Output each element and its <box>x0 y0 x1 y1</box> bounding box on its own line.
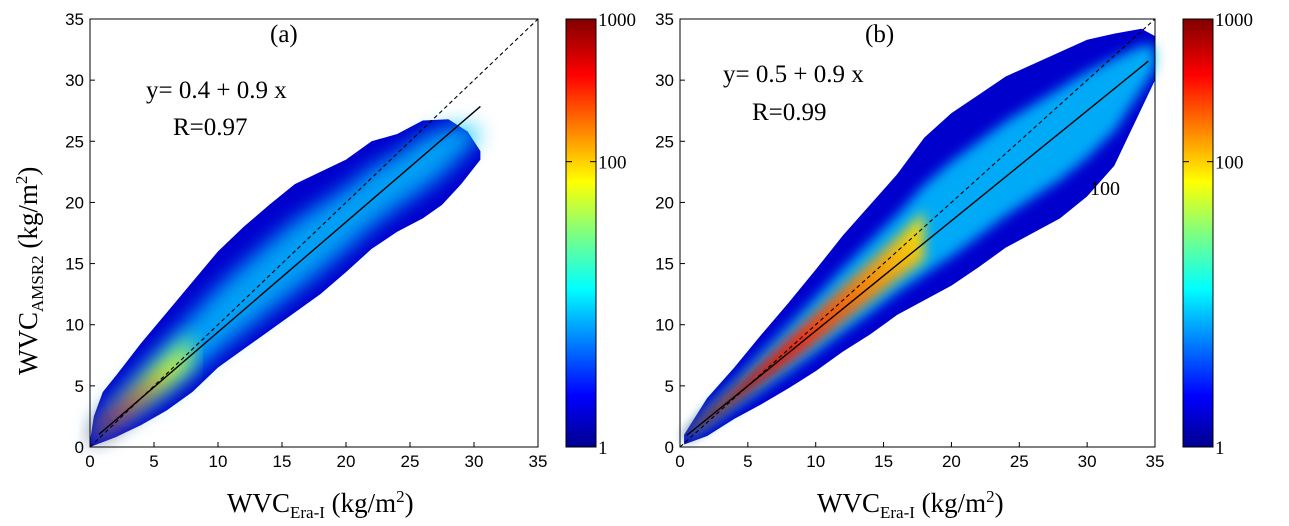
x-tick-label: 5 <box>149 452 158 471</box>
y-tick-label: 10 <box>65 316 84 335</box>
colorbar-tick-label: 1 <box>1215 438 1225 459</box>
density-hot-a <box>90 332 193 444</box>
x-label-unit-a: (kg/m <box>325 488 396 518</box>
x-tick-label: 35 <box>1146 452 1165 471</box>
x-label-sup-b: 2 <box>986 487 995 506</box>
density-hot-b <box>684 211 925 440</box>
y-tick-label: 25 <box>65 132 84 151</box>
fit-line-b <box>686 60 1149 436</box>
y-ticks-a: 0 5 10 15 20 25 30 35 <box>65 10 95 457</box>
y-tick-label: 0 <box>75 438 84 457</box>
panel-label-b: (b) <box>865 21 894 48</box>
y-label-main-a: WVC <box>13 312 43 375</box>
x-tick-label: 0 <box>85 452 94 471</box>
y-tick-label: 15 <box>65 255 84 274</box>
x-ticks-a: 0 5 10 15 20 25 30 35 <box>85 442 547 471</box>
y-tick-label: 25 <box>655 132 674 151</box>
x-tick-label: 5 <box>743 452 752 471</box>
x-label-sup-a: 2 <box>396 487 405 506</box>
panel-label-a: (a) <box>270 21 298 48</box>
density-cloud-a <box>90 119 481 447</box>
x-axis-label-b: WVCEra-I (kg/m2) <box>817 487 1004 522</box>
y-tick-label: 20 <box>65 193 84 212</box>
x-tick-label: 35 <box>529 452 548 471</box>
colorbar-tick-label: 1 <box>598 438 608 459</box>
x-tick-label: 30 <box>1078 452 1097 471</box>
density-annotation-b: 100 <box>1090 178 1120 200</box>
x-label-main-b: WVC <box>817 488 880 518</box>
x-tick-label: 0 <box>675 452 684 471</box>
x-tick-label: 20 <box>942 452 961 471</box>
x-tick-label: 15 <box>874 452 893 471</box>
y-tick-label: 5 <box>665 377 674 396</box>
colorbar-tick-label: 1000 <box>1215 10 1253 31</box>
y-tick-label: 35 <box>65 10 84 29</box>
x-label-close-b: ) <box>995 488 1004 518</box>
colorbar-tick-label: 100 <box>1215 153 1244 174</box>
panel-b: 0 5 10 15 20 25 30 35 0 5 10 15 20 25 30 35 (b) y= 0.5… <box>655 10 1253 522</box>
y-label-close-a: ) <box>13 167 43 176</box>
x-label-sub-b: Era-I <box>880 503 915 522</box>
panel-a: 0 5 10 15 20 25 30 35 0 5 10 15 20 25 30 35 (a) y= 0.4… <box>12 10 636 522</box>
correlation-a: R=0.97 <box>173 114 248 141</box>
x-tick-label: 10 <box>806 452 825 471</box>
x-tick-label: 30 <box>465 452 484 471</box>
colorbar-tick-label: 1000 <box>598 10 636 31</box>
y-axis-label-a: WVCAMSR2 (kg/m2) <box>12 167 47 375</box>
plot-area-b <box>679 18 1156 448</box>
colorbar-ticks-b: 1 100 1000 <box>1183 10 1253 459</box>
fit-line-a <box>98 105 481 435</box>
y-tick-label: 30 <box>655 71 674 90</box>
colorbar-tick-label: 100 <box>598 153 627 174</box>
x-label-close-a: ) <box>405 488 414 518</box>
y-label-sup-a: 2 <box>12 176 31 185</box>
x-ticks-b: 0 5 10 15 20 25 30 35 <box>675 442 1164 471</box>
x-label-main-a: WVC <box>227 488 290 518</box>
density-cloud-b <box>684 28 1155 445</box>
y-tick-label: 35 <box>655 10 674 29</box>
fit-equation-b: y= 0.5 + 0.9 x <box>723 61 864 88</box>
y-label-unit-a: (kg/m <box>13 184 43 255</box>
identity-line-b <box>679 18 1156 448</box>
x-tick-label: 10 <box>209 452 228 471</box>
y-tick-label: 15 <box>655 255 674 274</box>
x-tick-label: 15 <box>273 452 292 471</box>
colorbar-a <box>565 18 597 448</box>
fit-equation-a: y= 0.4 + 0.9 x <box>146 77 287 104</box>
y-label-sub-a: AMSR2 <box>28 255 47 312</box>
x-axis-label-a: WVCEra-I (kg/m2) <box>227 487 414 522</box>
y-tick-label: 5 <box>75 377 84 396</box>
x-label-sub-a: Era-I <box>290 503 325 522</box>
identity-line-a <box>89 18 539 448</box>
y-tick-label: 30 <box>65 71 84 90</box>
y-tick-label: 10 <box>655 316 674 335</box>
y-ticks-b: 0 5 10 15 20 25 30 35 <box>655 10 685 457</box>
x-label-unit-b: (kg/m <box>915 488 986 518</box>
x-tick-label: 20 <box>337 452 356 471</box>
x-tick-label: 25 <box>401 452 420 471</box>
y-tick-label: 0 <box>665 438 674 457</box>
plot-area-a <box>89 18 539 448</box>
colorbar-ticks-a: 1 100 1000 <box>566 10 636 459</box>
y-tick-label: 20 <box>655 193 674 212</box>
colorbar-b <box>1182 18 1214 448</box>
correlation-b: R=0.99 <box>752 99 827 126</box>
x-tick-label: 25 <box>1010 452 1029 471</box>
